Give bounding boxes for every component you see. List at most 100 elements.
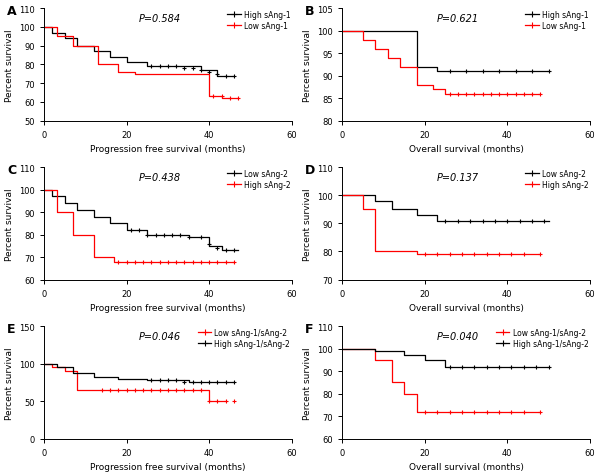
High sAng-2 — [230, 259, 238, 265]
Low sAng-2 — [206, 235, 213, 240]
High sAng-2 — [401, 249, 408, 255]
High sAng-2 — [371, 249, 379, 255]
Line: Low sAng-1/sAng-2: Low sAng-1/sAng-2 — [44, 364, 226, 401]
Low sAng-2 — [123, 228, 130, 234]
Text: B: B — [305, 5, 314, 18]
Low sAng-1/sAng-2 — [401, 380, 408, 386]
High sAng-1 — [413, 65, 420, 70]
Low sAng-1 — [413, 65, 420, 70]
High sAng-1/sAng-2 — [90, 375, 97, 380]
High sAng-2 — [413, 252, 420, 258]
Text: D: D — [305, 163, 316, 176]
Low sAng-1 — [430, 82, 437, 88]
Low sAng-1 — [397, 65, 404, 70]
Low sAng-1 — [338, 29, 346, 34]
Low sAng-1/sAng-2 — [61, 368, 68, 374]
High sAng-1 — [41, 25, 48, 31]
High sAng-1 — [74, 44, 81, 50]
Line: High sAng-2: High sAng-2 — [342, 196, 541, 255]
Line: Low sAng-2: Low sAng-2 — [342, 196, 548, 221]
High sAng-1/sAng-2 — [144, 377, 151, 383]
High sAng-1/sAng-2 — [206, 380, 213, 386]
Legend: Low sAng-1/sAng-2, High sAng-1/sAng-2: Low sAng-1/sAng-2, High sAng-1/sAng-2 — [496, 328, 588, 348]
Line: Low sAng-2: Low sAng-2 — [44, 190, 238, 251]
High sAng-2 — [70, 232, 77, 238]
High sAng-1/sAng-2 — [371, 348, 379, 354]
Low sAng-1 — [131, 72, 139, 78]
Low sAng-1 — [235, 96, 242, 102]
High sAng-1 — [61, 30, 68, 36]
High sAng-1/sAng-2 — [338, 346, 346, 352]
High sAng-2 — [401, 249, 408, 255]
Low sAng-1 — [397, 56, 404, 61]
Low sAng-2 — [388, 198, 395, 204]
High sAng-1/sAng-2 — [545, 364, 552, 370]
High sAng-1 — [197, 68, 205, 74]
High sAng-2 — [230, 259, 238, 265]
Low sAng-1/sAng-2 — [413, 391, 420, 397]
Low sAng-2 — [371, 193, 379, 198]
Line: Low sAng-1: Low sAng-1 — [44, 28, 238, 99]
High sAng-1 — [413, 29, 420, 34]
High sAng-1 — [144, 60, 151, 66]
High sAng-1 — [90, 50, 97, 55]
High sAng-2 — [537, 252, 544, 258]
High sAng-2 — [413, 249, 420, 255]
High sAng-1/sAng-2 — [53, 365, 60, 370]
High sAng-1 — [214, 68, 221, 74]
Low sAng-2 — [218, 248, 225, 254]
High sAng-2 — [537, 252, 544, 258]
High sAng-1/sAng-2 — [90, 370, 97, 376]
Low sAng-1 — [115, 70, 122, 76]
X-axis label: Overall survival (months): Overall survival (months) — [409, 145, 523, 154]
Low sAng-2 — [61, 194, 68, 200]
High sAng-1 — [545, 69, 552, 75]
Low sAng-1/sAng-2 — [388, 357, 395, 363]
Low sAng-2 — [206, 243, 213, 249]
Low sAng-1 — [442, 87, 449, 93]
High sAng-2 — [359, 207, 367, 213]
Low sAng-1 — [206, 94, 213, 100]
Low sAng-2 — [144, 228, 151, 234]
High sAng-1/sAng-2 — [371, 346, 379, 352]
Low sAng-1 — [537, 91, 544, 97]
Text: C: C — [7, 163, 16, 176]
Low sAng-1 — [371, 47, 379, 52]
High sAng-1 — [49, 30, 56, 36]
High sAng-2 — [111, 255, 118, 260]
Low sAng-1/sAng-2 — [74, 368, 81, 374]
Text: P=0.046: P=0.046 — [138, 331, 181, 341]
Text: A: A — [7, 5, 17, 18]
Low sAng-1 — [94, 62, 101, 68]
Low sAng-1 — [218, 94, 225, 100]
Low sAng-2 — [218, 243, 225, 249]
Y-axis label: Percent survival: Percent survival — [303, 188, 312, 260]
Low sAng-1/sAng-2 — [90, 387, 97, 393]
Low sAng-2 — [235, 248, 242, 254]
Line: Low sAng-1/sAng-2: Low sAng-1/sAng-2 — [342, 349, 541, 412]
High sAng-1 — [123, 60, 130, 66]
High sAng-1/sAng-2 — [401, 353, 408, 358]
Low sAng-2 — [41, 188, 48, 193]
Low sAng-2 — [61, 201, 68, 207]
Text: P=0.137: P=0.137 — [436, 172, 478, 182]
High sAng-1/sAng-2 — [421, 357, 428, 363]
High sAng-1/sAng-2 — [185, 377, 192, 383]
Low sAng-1/sAng-2 — [371, 357, 379, 363]
High sAng-1 — [74, 36, 81, 42]
Low sAng-1/sAng-2 — [49, 361, 56, 367]
High sAng-1 — [61, 36, 68, 42]
Low sAng-1/sAng-2 — [49, 365, 56, 370]
Low sAng-2 — [107, 221, 114, 227]
High sAng-1/sAng-2 — [230, 380, 238, 386]
High sAng-1/sAng-2 — [115, 376, 122, 382]
Low sAng-1 — [41, 25, 48, 31]
Low sAng-2 — [235, 248, 242, 254]
Low sAng-1/sAng-2 — [338, 346, 346, 352]
Text: P=0.584: P=0.584 — [138, 14, 181, 24]
High sAng-2 — [41, 188, 48, 193]
High sAng-1/sAng-2 — [185, 380, 192, 386]
X-axis label: Overall survival (months): Overall survival (months) — [409, 304, 523, 312]
High sAng-1/sAng-2 — [41, 361, 48, 367]
Low sAng-2 — [434, 218, 441, 224]
